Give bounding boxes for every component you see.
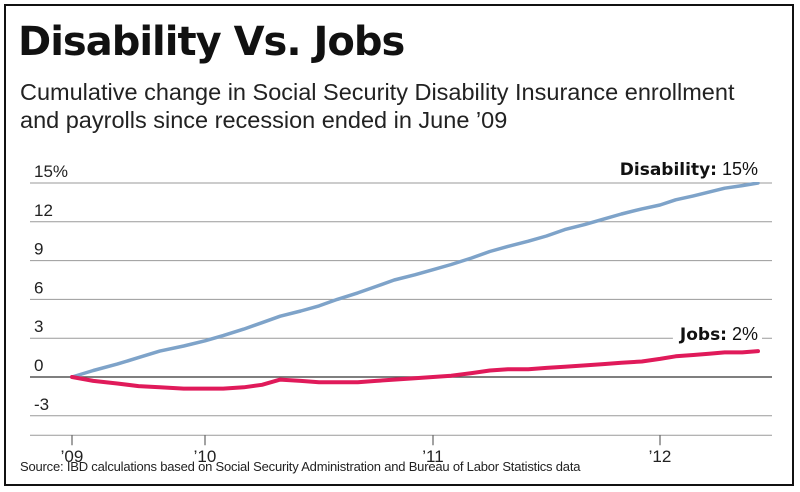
series-layer <box>70 181 760 391</box>
series-label-layer: Disability: 15% Jobs: 2% <box>613 157 762 347</box>
y-tick-label: 0 <box>34 356 43 375</box>
y-tick-label: 9 <box>34 240 43 259</box>
source-note: Source: IBD calculations based on Social… <box>20 459 581 474</box>
x-tick-label: ’11 <box>422 447 443 466</box>
y-tick-label: 12 <box>34 201 53 220</box>
y-tick-label: -3 <box>34 395 49 414</box>
series-label-name: Disability: <box>620 160 717 180</box>
series-line-disability <box>70 181 760 379</box>
series-label-backing <box>672 322 762 347</box>
chart-title: Disability Vs. Jobs <box>18 19 405 65</box>
series-label-name: Jobs: <box>679 325 727 345</box>
series-label-text: Disability: 15% <box>620 159 758 180</box>
y-tick-label: 15% <box>34 162 68 181</box>
y-tick-label: 6 <box>34 278 43 297</box>
x-tick-label: ’10 <box>194 447 217 466</box>
series-label-value: 15% <box>722 159 758 179</box>
x-tick-label: ’12 <box>649 447 672 466</box>
grid-layer <box>30 182 772 436</box>
y-tick-label: 3 <box>34 317 43 336</box>
series-label-value: 2% <box>732 324 758 344</box>
tick-layer: 15% 12 9 6 3 0 -3 ’09 ’10 ’11 ’12 <box>34 162 671 466</box>
chart-subtitle: Cumulative change in Social Security Dis… <box>20 79 735 133</box>
series-label-backing <box>613 157 762 182</box>
x-tick-label: ’09 <box>61 447 84 466</box>
series-label-disability: Disability: 15% <box>613 157 762 182</box>
chart-frame <box>4 4 794 486</box>
series-label-jobs: Jobs: 2% <box>672 322 762 347</box>
series-label-text: Jobs: 2% <box>679 324 758 345</box>
series-line-jobs <box>70 349 760 391</box>
